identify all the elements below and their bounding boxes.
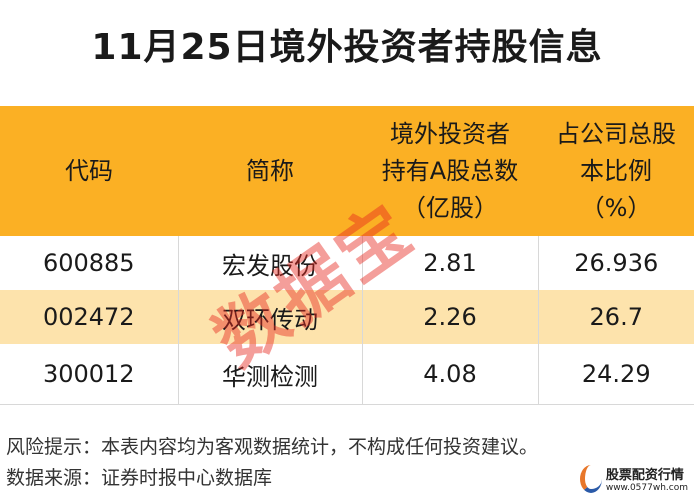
table-header: 代码 简称 境外投资者 持有A股总数 （亿股） 占公司总股 本比例 （%） — [0, 106, 694, 236]
logo-name: 股票配资行情 — [605, 468, 684, 483]
table-row: 002472 双环传动 2.26 26.7 — [0, 290, 694, 344]
cell-ratio: 24.29 — [537, 344, 694, 405]
cell-ratio: 26.7 — [537, 290, 694, 344]
table-row: 300012 华测检测 4.08 24.29 — [0, 344, 694, 405]
holdings-table: 代码 简称 境外投资者 持有A股总数 （亿股） 占公司总股 本比例 （%） 600885… — [0, 106, 694, 405]
data-source: 数据来源：证券时报中心数据库 — [6, 467, 273, 489]
cell-ratio: 26.936 — [537, 236, 694, 290]
header-shares: 境外投资者 持有A股总数 （亿股） — [362, 106, 538, 236]
header-name: 简称 — [178, 106, 362, 236]
logo-url: www.0577wh.com — [605, 483, 688, 493]
risk-disclaimer: 风险提示：本表内容均为客观数据统计，不构成任何投资建议。 — [6, 436, 539, 458]
cell-name: 宏发股份 — [177, 236, 362, 290]
cell-shares: 2.81 — [361, 236, 538, 290]
table-row: 600885 宏发股份 2.81 26.936 — [0, 236, 694, 290]
cell-code: 300012 — [0, 344, 178, 405]
cell-name: 华测检测 — [177, 344, 362, 405]
header-ratio: 占公司总股 本比例 （%） — [538, 106, 694, 236]
logo: 股票配资行情 www.0577wh.com — [579, 464, 688, 493]
cell-shares: 4.08 — [361, 344, 538, 405]
page-title: 11月25日境外投资者持股信息 — [91, 27, 603, 68]
cell-shares: 2.26 — [361, 290, 538, 344]
cell-name: 双环传动 — [177, 290, 362, 344]
header-code: 代码 — [0, 106, 178, 236]
logo-icon — [579, 464, 602, 493]
cell-code: 600885 — [42, 249, 135, 277]
cell-code: 002472 — [0, 290, 178, 344]
